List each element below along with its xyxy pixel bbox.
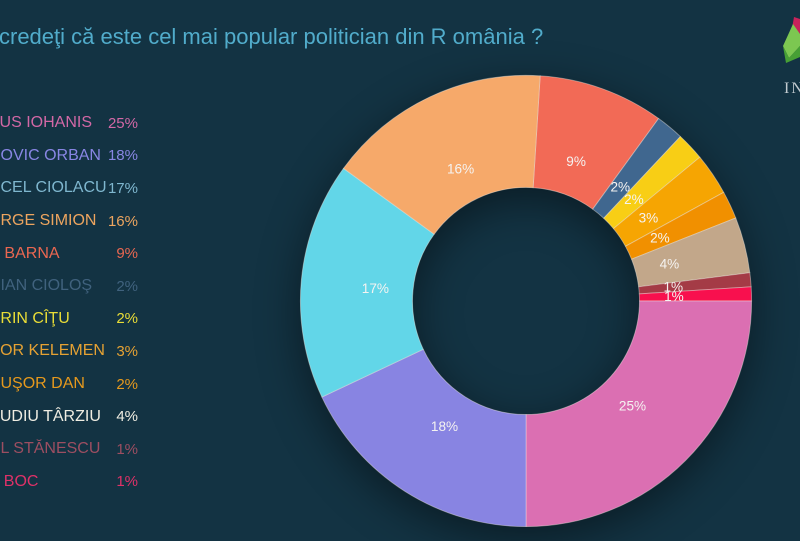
svg-text:25%: 25% bbox=[619, 399, 646, 414]
svg-text:1%: 1% bbox=[664, 280, 684, 295]
svg-text:4%: 4% bbox=[660, 257, 680, 272]
svg-text:2%: 2% bbox=[650, 231, 670, 246]
svg-text:2%: 2% bbox=[611, 180, 631, 195]
svg-text:17%: 17% bbox=[362, 281, 389, 296]
svg-text:3%: 3% bbox=[639, 211, 659, 226]
svg-text:1%: 1% bbox=[664, 289, 684, 304]
svg-text:9%: 9% bbox=[566, 154, 586, 169]
svg-text:16%: 16% bbox=[447, 162, 474, 177]
svg-text:18%: 18% bbox=[431, 419, 458, 434]
svg-text:2%: 2% bbox=[624, 192, 644, 207]
